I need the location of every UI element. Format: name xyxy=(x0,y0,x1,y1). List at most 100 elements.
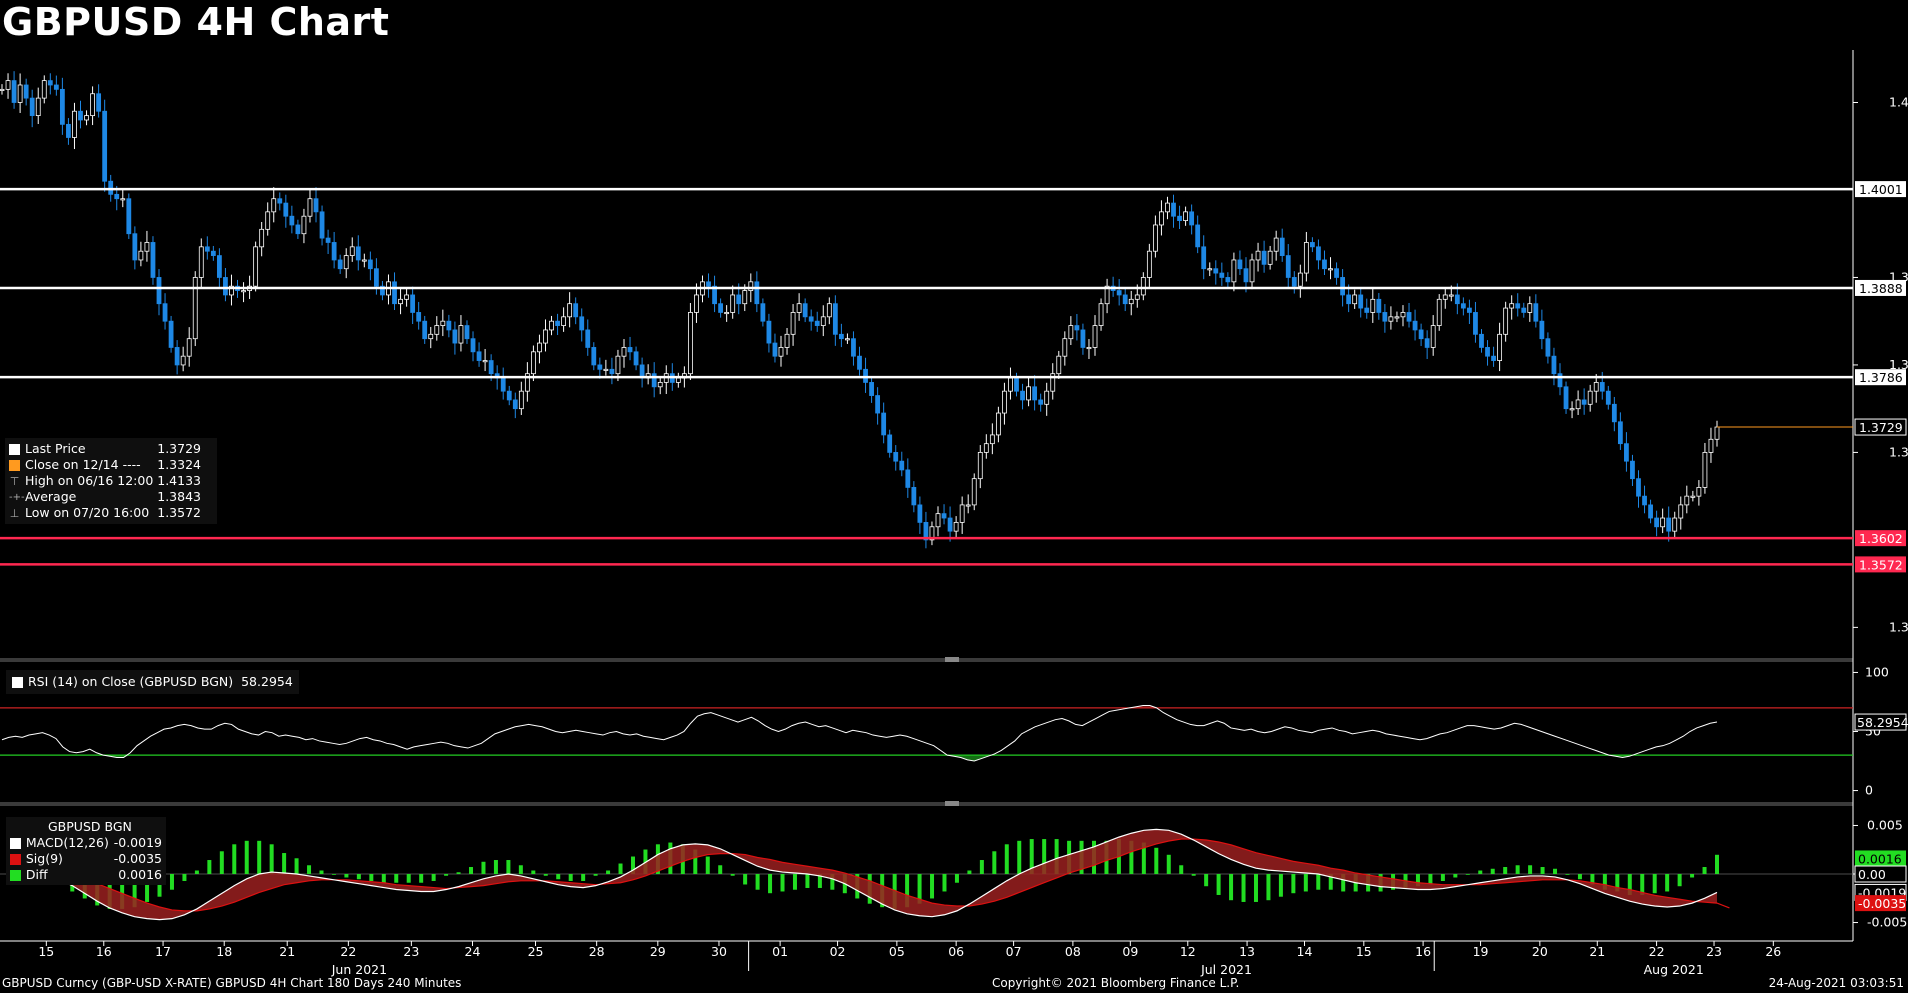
candle-body xyxy=(730,294,736,313)
level-badge xyxy=(1855,181,1906,198)
candle-body xyxy=(621,347,627,357)
candle-body xyxy=(1412,320,1418,331)
x-tick-label: 07 xyxy=(1006,944,1022,959)
white-square-icon xyxy=(12,676,23,688)
candle-body xyxy=(832,303,838,335)
candle-body xyxy=(138,250,144,261)
candle-body xyxy=(929,526,935,541)
macd-value-badge-label: 0.0016 xyxy=(1858,851,1902,866)
candle-body xyxy=(1213,268,1219,274)
footer-timestamp: 24-Aug-2021 03:03:51 xyxy=(1768,976,1904,990)
candle-body xyxy=(1026,386,1031,401)
candle-body xyxy=(1666,517,1672,532)
candle-body xyxy=(355,246,361,261)
candle-body xyxy=(989,434,995,445)
macd-diff-bar xyxy=(1241,874,1246,902)
candle-body xyxy=(29,97,35,117)
candle-body xyxy=(1032,386,1038,401)
candle-body xyxy=(398,298,403,305)
x-tick-label: 22 xyxy=(1649,944,1665,959)
candle-body xyxy=(1630,460,1635,480)
candle-body xyxy=(1551,355,1557,375)
macd-diff-bar xyxy=(1253,874,1258,902)
macd-diff-bar xyxy=(1640,874,1645,895)
macd-diff-bar xyxy=(419,874,424,883)
macd-line xyxy=(9,828,1718,921)
candle-body xyxy=(1358,294,1364,309)
legend-row-diff: Diff 0.0016 xyxy=(10,867,162,883)
candle-body xyxy=(1479,333,1484,348)
macd-diff-bar xyxy=(805,874,810,888)
macd-diff-bar xyxy=(1341,874,1346,892)
candle-body xyxy=(277,198,283,204)
candle-body xyxy=(1273,237,1279,252)
candle-body xyxy=(1599,382,1605,392)
legend-value: 1.4133 xyxy=(157,473,201,488)
month-label: Aug 2021 xyxy=(1644,962,1704,977)
candle-body xyxy=(1690,495,1696,498)
macd-diff-bar xyxy=(543,874,548,876)
candle-body xyxy=(0,88,5,91)
rsi-legend-label: RSI (14) on Close (GBPUSD BGN) xyxy=(28,674,234,689)
panel-divider xyxy=(0,802,1853,806)
candle-body xyxy=(1473,312,1478,335)
candle-body xyxy=(325,237,331,243)
candle-body xyxy=(1611,403,1617,423)
macd-diff-bar xyxy=(930,874,935,899)
legend-row-high: ⊤ High on 06/16 12:00 1.4133 xyxy=(9,473,213,489)
macd-diff-bar xyxy=(917,874,922,904)
macd-diff-bar xyxy=(1440,874,1445,881)
macd-diff-bar xyxy=(967,870,972,874)
macd-diff-bar xyxy=(705,856,710,874)
x-tick-label: 13 xyxy=(1239,944,1255,959)
macd-diff-bar xyxy=(381,874,386,883)
macd-diff-bar xyxy=(531,870,536,874)
macd-diff-bar xyxy=(1316,874,1321,890)
legend-row-sig: Sig(9) -0.0035 xyxy=(10,851,162,867)
candle-body xyxy=(718,303,724,313)
candle-body xyxy=(1122,294,1128,305)
legend-value: 1.3729 xyxy=(157,441,201,456)
candle-body xyxy=(597,364,603,370)
candle-body xyxy=(416,312,422,322)
candle-body xyxy=(543,329,548,344)
macd-diff-bar xyxy=(1229,874,1234,901)
candle-body xyxy=(186,338,192,357)
candle-body xyxy=(561,316,567,326)
legend-value: 0.0016 xyxy=(118,867,162,882)
macd-diff-bar xyxy=(1715,854,1719,874)
candle-body xyxy=(422,320,428,340)
candles xyxy=(0,71,1720,549)
rsi-legend: RSI (14) on Close (GBPUSD BGN) 58.2954 xyxy=(6,670,299,694)
average-marker-icon: -+- xyxy=(9,491,25,503)
candle-body xyxy=(796,303,802,313)
candle-body xyxy=(1177,215,1182,221)
legend-row-close: Close on 12/14 ---- 1.3324 xyxy=(9,457,213,473)
candle-body xyxy=(512,399,518,410)
candle-body xyxy=(1563,386,1569,410)
macd-signal-fill xyxy=(10,829,1717,920)
candle-body xyxy=(271,198,277,213)
x-tick-label: 15 xyxy=(38,944,54,959)
x-tick-label: 18 xyxy=(216,944,232,959)
macd-diff-bar xyxy=(294,858,299,874)
candle-body xyxy=(180,355,186,366)
macd-diff-bar xyxy=(506,860,511,874)
candle-body xyxy=(1297,272,1303,287)
macd-legend-title: GBPUSD BGN xyxy=(10,819,162,835)
x-tick-label: 30 xyxy=(711,944,727,959)
candle-body xyxy=(1038,399,1044,405)
macd-diff-bar xyxy=(145,874,150,902)
candle-body xyxy=(168,320,174,348)
candle-body xyxy=(259,228,265,248)
candle-body xyxy=(518,390,524,410)
candle-body xyxy=(724,312,730,315)
candle-body xyxy=(1617,421,1623,445)
candle-body xyxy=(531,351,536,375)
macd-diff-bar xyxy=(693,849,698,874)
macd-diff-bar xyxy=(444,874,449,876)
candle-body xyxy=(1002,390,1007,414)
macd-diff-bar xyxy=(1266,874,1271,901)
level-badge-label: 1.3786 xyxy=(1859,370,1903,385)
